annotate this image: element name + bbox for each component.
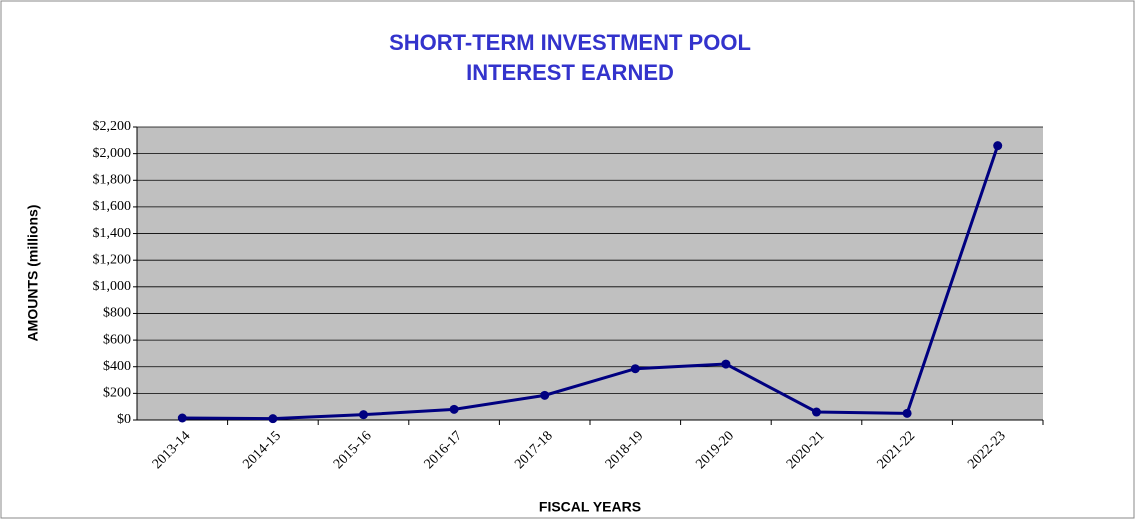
chart-title: INTEREST EARNED (466, 60, 674, 85)
x-axis-title: FISCAL YEARS (539, 499, 641, 515)
y-tick-label: $0 (117, 412, 131, 427)
y-tick-label: $1,000 (93, 279, 132, 294)
data-point (449, 404, 459, 414)
y-axis-title: AMOUNTS (millions) (25, 205, 41, 342)
data-point (268, 414, 278, 424)
y-tick-label: $2,000 (93, 146, 132, 161)
y-tick-label: $200 (103, 386, 131, 401)
y-tick-label: $400 (103, 359, 131, 374)
y-tick-label: $2,200 (93, 119, 132, 134)
data-point (630, 364, 640, 374)
data-point (721, 359, 731, 369)
y-tick-label: $1,600 (93, 199, 132, 214)
y-tick-label: $800 (103, 306, 131, 321)
y-tick-label: $1,400 (93, 226, 132, 241)
data-line (182, 145, 1000, 421)
chart-title: SHORT-TERM INVESTMENT POOL (389, 30, 751, 55)
data-point (359, 410, 368, 420)
data-point (177, 413, 187, 423)
y-tick-label: $600 (103, 332, 131, 347)
y-tick-label: $1,200 (93, 252, 132, 267)
y-tick-label: $1,800 (93, 172, 132, 187)
data-point (902, 408, 912, 418)
data-point (540, 390, 550, 400)
data-point (812, 407, 821, 417)
plot-area (137, 127, 1043, 420)
data-point (993, 141, 1003, 151)
